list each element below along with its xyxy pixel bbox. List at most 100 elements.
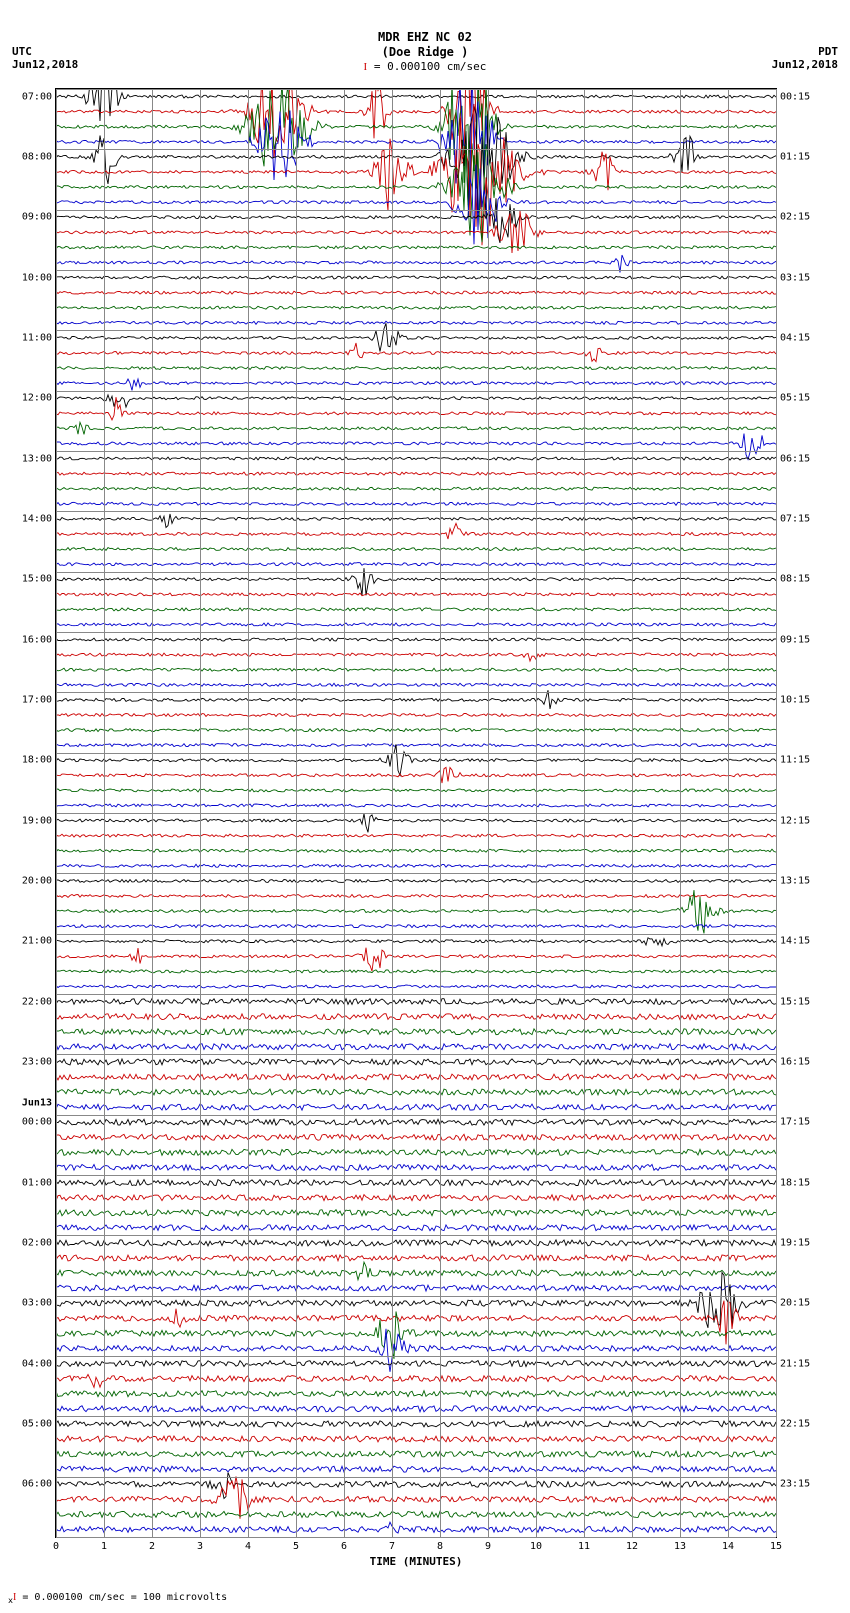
left-time-label: 05:00 [22,1418,52,1429]
date-change-label: Jun13 [22,1097,52,1108]
seismic-trace [56,668,776,671]
seismic-trace [56,814,776,833]
left-time-label: 09:00 [22,212,52,223]
seismic-trace [56,434,776,460]
date-left-label: Jun12,2018 [12,58,78,71]
grid-horizontal [56,873,776,874]
seismic-trace [56,1029,776,1035]
seismic-trace [56,379,776,390]
x-tick-label: 4 [245,1541,251,1552]
left-time-label: 17:00 [22,694,52,705]
grid-horizontal [56,330,776,331]
seismic-trace [56,1149,776,1155]
grid-horizontal [56,753,776,754]
x-tick-label: 5 [293,1541,299,1552]
date-right-label: Jun12,2018 [772,58,838,71]
x-tick-label: 6 [341,1541,347,1552]
right-time-label: 02:15 [780,212,810,223]
seismic-trace [56,1466,776,1472]
x-tick-label: 9 [485,1541,491,1552]
right-time-label: 18:15 [780,1177,810,1188]
seismic-trace [56,523,776,539]
seismic-trace [56,1240,776,1246]
left-time-label: 02:00 [22,1237,52,1248]
seismic-trace [56,1451,776,1457]
grid-horizontal [56,692,776,693]
left-time-label: 00:00 [22,1117,52,1128]
right-time-label: 06:15 [780,453,810,464]
seismic-trace [56,1225,776,1231]
seismic-trace [56,985,776,988]
x-tick-label: 7 [389,1541,395,1552]
grid-horizontal [56,1115,776,1116]
helicorder-plot: TIME (MINUTES) 012345678910111213141507:… [55,88,777,1538]
grid-horizontal [56,934,776,935]
seismic-trace [56,1195,776,1201]
seismic-trace [56,144,776,242]
left-time-label: 19:00 [22,815,52,826]
left-time-label: 15:00 [22,574,52,585]
seismic-trace [56,291,776,294]
timezone-right-label: PDT [818,45,838,58]
grid-horizontal [56,813,776,814]
right-time-label: 13:15 [780,875,810,886]
station-name: (Doe Ridge ) [0,45,850,59]
left-time-label: 03:00 [22,1298,52,1309]
seismic-trace [56,849,776,852]
grid-horizontal [56,511,776,512]
seismic-trace [56,1180,776,1186]
grid-horizontal [56,1477,776,1478]
seismic-trace [56,323,776,351]
seismic-trace [56,1044,776,1050]
left-time-label: 22:00 [22,996,52,1007]
seismic-trace [56,653,776,661]
seismic-trace [56,608,776,611]
left-time-label: 18:00 [22,755,52,766]
left-time-label: 01:00 [22,1177,52,1188]
seismic-trace [56,744,776,775]
grid-horizontal [56,270,776,271]
right-time-label: 00:15 [780,91,810,102]
right-time-label: 20:15 [780,1298,810,1309]
left-time-label: 12:00 [22,393,52,404]
seismic-trace [56,1210,776,1216]
seismic-trace [56,397,776,420]
grid-horizontal [56,89,776,90]
grid-horizontal [56,1054,776,1055]
right-time-label: 15:15 [780,996,810,1007]
x-tick-label: 14 [722,1541,734,1552]
left-time-label: 20:00 [22,875,52,886]
grid-horizontal [56,632,776,633]
seismic-trace [56,1391,776,1397]
seismic-trace [56,395,776,407]
seismic-trace [56,593,776,596]
x-tick-label: 2 [149,1541,155,1552]
scale-indicator: I = 0.000100 cm/sec [0,60,850,73]
seismic-trace [56,938,776,946]
seismic-trace [56,623,776,626]
seismic-trace [56,1059,776,1065]
left-time-label: 08:00 [22,151,52,162]
seismic-trace [56,1089,776,1095]
grid-horizontal [56,994,776,995]
seismic-trace [56,89,776,163]
seismic-trace [56,246,776,249]
seismic-trace [56,1436,776,1442]
right-time-label: 16:15 [780,1056,810,1067]
right-time-label: 05:15 [780,393,810,404]
seismic-trace [56,1511,776,1517]
seismogram-container: MDR EHZ NC 02 (Doe Ridge ) I = 0.000100 … [0,0,850,1613]
seismic-trace [56,1285,776,1291]
seismic-trace [56,834,776,837]
right-time-label: 11:15 [780,755,810,766]
seismic-trace [56,1522,776,1533]
left-time-label: 11:00 [22,332,52,343]
right-time-label: 04:15 [780,332,810,343]
x-tick-label: 10 [530,1541,542,1552]
seismic-trace [56,744,776,747]
grid-horizontal [56,1537,776,1538]
left-time-label: 23:00 [22,1056,52,1067]
seismic-trace [56,970,776,973]
x-tick-label: 1 [101,1541,107,1552]
seismic-trace [56,367,776,370]
